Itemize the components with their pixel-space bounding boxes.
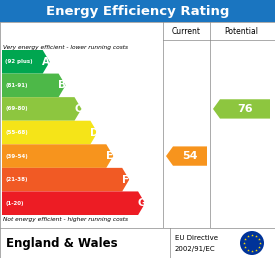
Text: Very energy efficient - lower running costs: Very energy efficient - lower running co… bbox=[3, 44, 128, 50]
Text: 54: 54 bbox=[182, 151, 198, 161]
Polygon shape bbox=[166, 146, 207, 166]
Text: F: F bbox=[122, 175, 129, 185]
Text: Current: Current bbox=[172, 27, 201, 36]
Text: (92 plus): (92 plus) bbox=[5, 59, 33, 64]
Text: England & Wales: England & Wales bbox=[6, 237, 118, 249]
Text: E: E bbox=[106, 151, 113, 161]
Text: A: A bbox=[42, 57, 50, 67]
Text: D: D bbox=[90, 127, 98, 138]
Text: Energy Efficiency Rating: Energy Efficiency Rating bbox=[46, 4, 229, 18]
Bar bbox=[0, 228, 275, 258]
Polygon shape bbox=[2, 97, 81, 121]
Text: C: C bbox=[74, 104, 82, 114]
Polygon shape bbox=[2, 168, 129, 191]
Polygon shape bbox=[2, 191, 145, 215]
Text: (55-68): (55-68) bbox=[5, 130, 28, 135]
Text: G: G bbox=[137, 198, 146, 208]
Text: Not energy efficient - higher running costs: Not energy efficient - higher running co… bbox=[3, 217, 128, 222]
Text: (69-80): (69-80) bbox=[5, 107, 28, 111]
Text: 2002/91/EC: 2002/91/EC bbox=[175, 246, 216, 252]
Circle shape bbox=[240, 231, 264, 255]
Text: (21-38): (21-38) bbox=[5, 177, 28, 182]
Polygon shape bbox=[2, 74, 66, 97]
Polygon shape bbox=[2, 50, 50, 74]
Text: (81-91): (81-91) bbox=[5, 83, 28, 88]
Polygon shape bbox=[2, 144, 113, 168]
Text: 76: 76 bbox=[237, 104, 253, 114]
Text: Potential: Potential bbox=[224, 27, 258, 36]
Text: B: B bbox=[58, 80, 66, 90]
Text: (39-54): (39-54) bbox=[5, 154, 28, 159]
Text: EU Directive: EU Directive bbox=[175, 236, 218, 241]
Polygon shape bbox=[213, 99, 270, 119]
Polygon shape bbox=[2, 121, 97, 144]
Text: (1-20): (1-20) bbox=[5, 201, 23, 206]
Bar bbox=[0, 0, 275, 22]
